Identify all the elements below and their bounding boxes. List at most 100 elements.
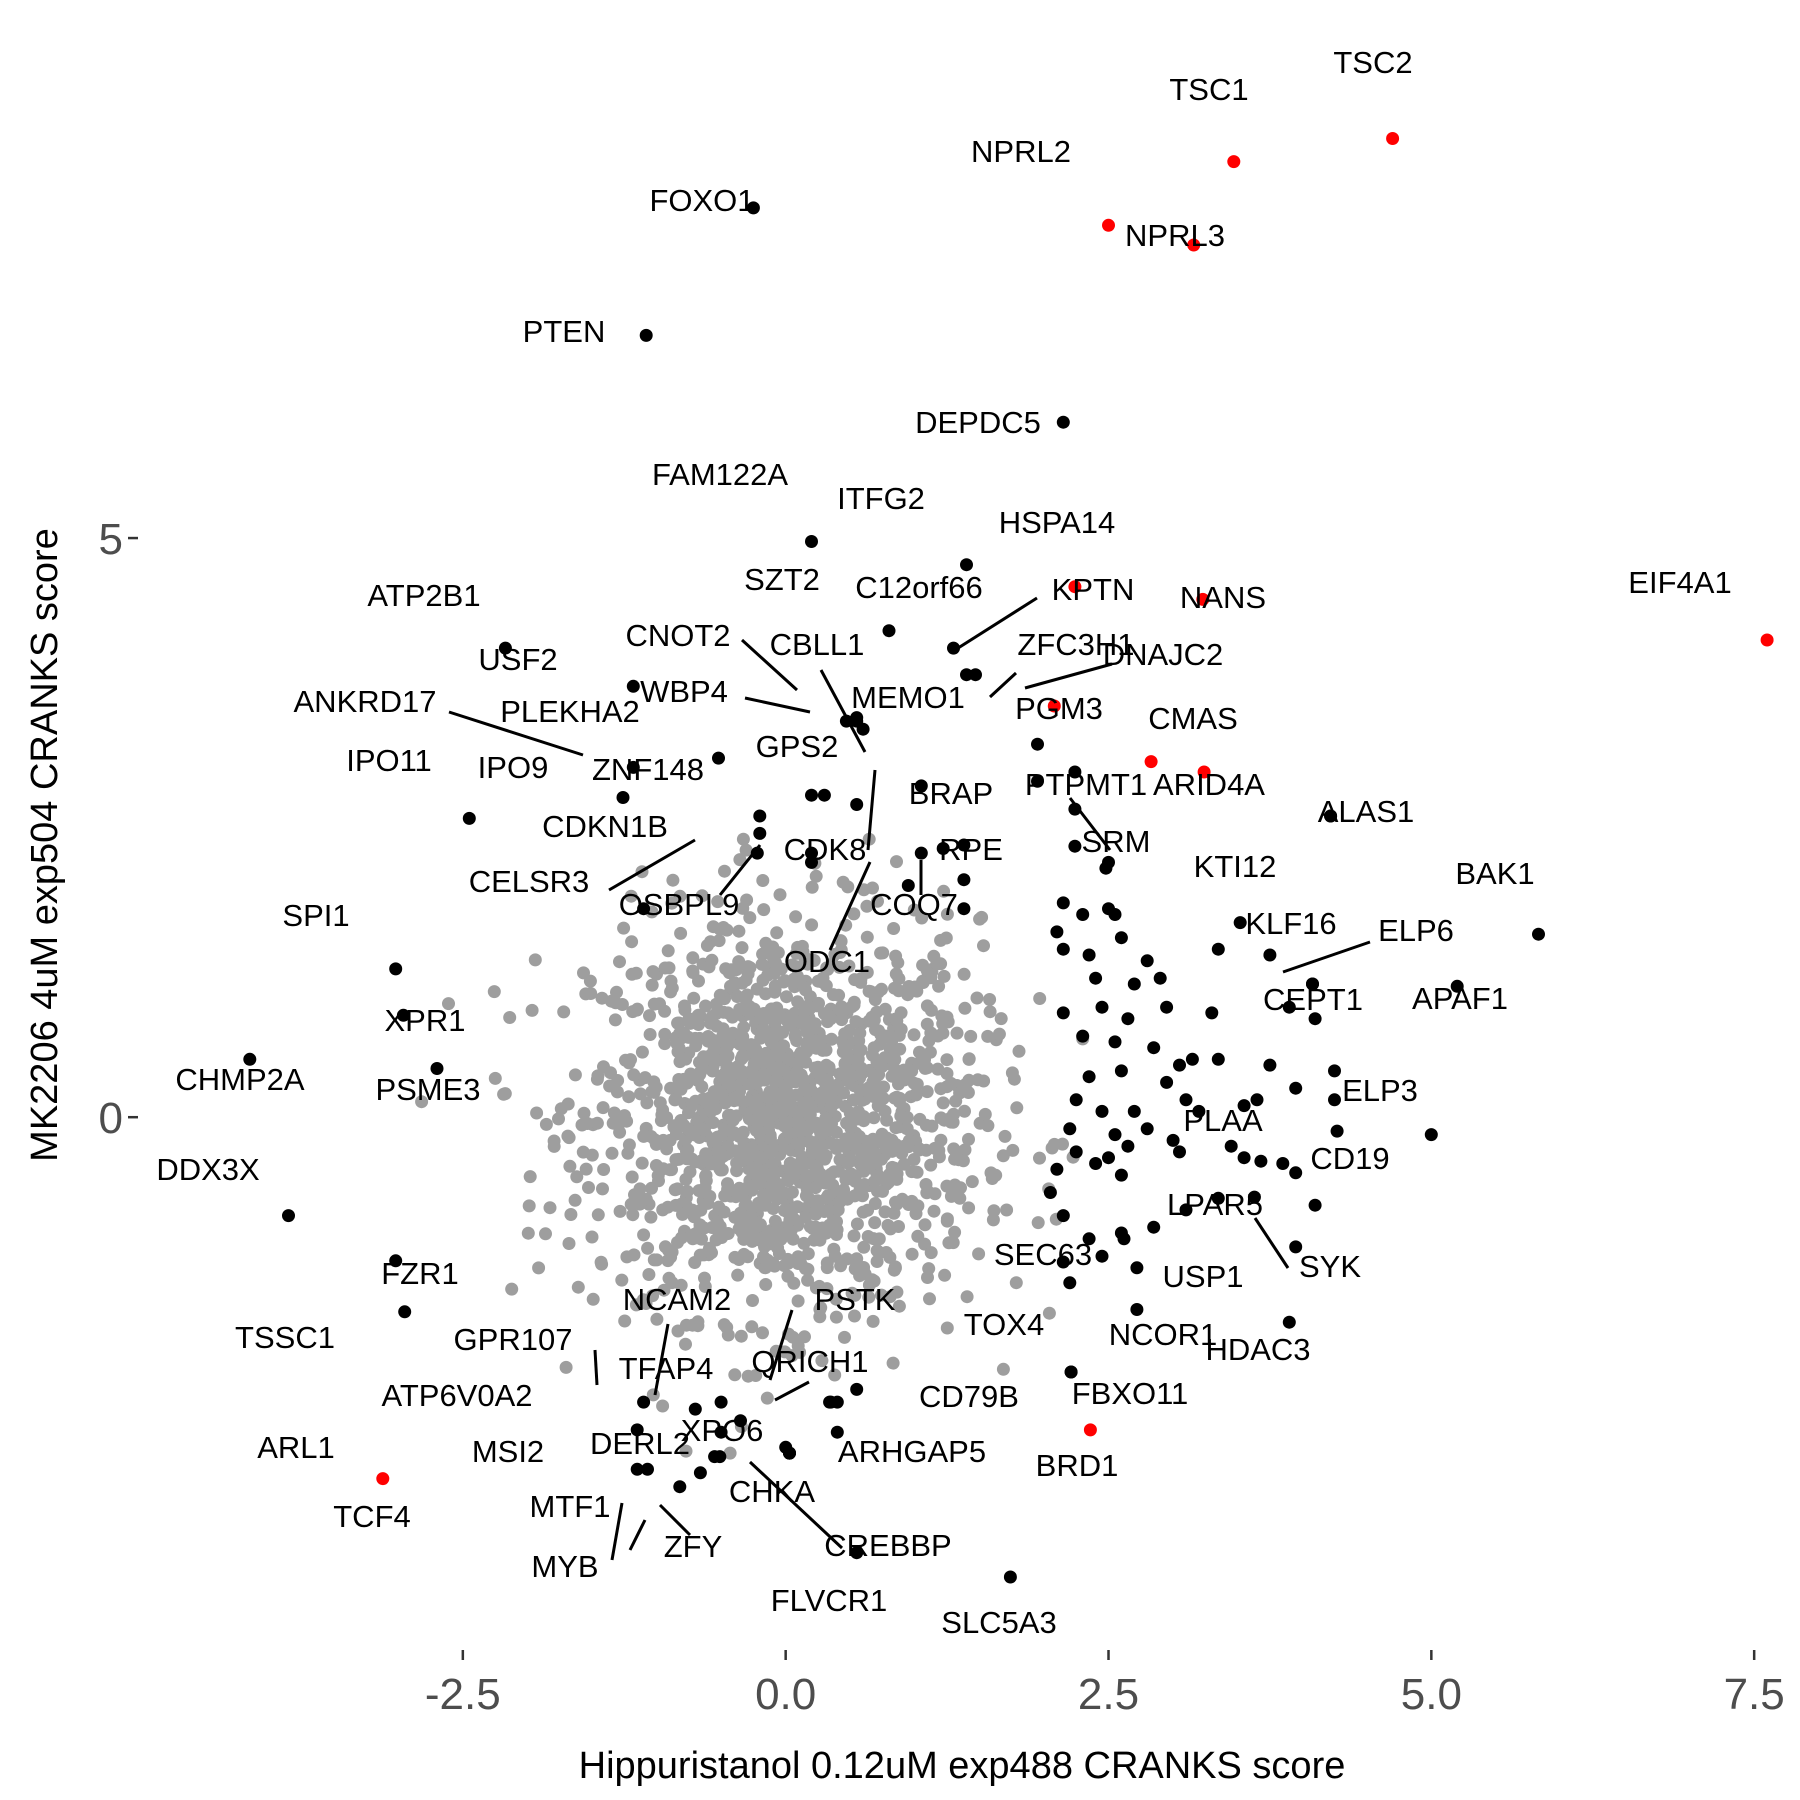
gene-point bbox=[1247, 1190, 1261, 1204]
background-point bbox=[734, 1216, 748, 1230]
background-point bbox=[868, 1197, 882, 1210]
background-point bbox=[596, 1182, 609, 1196]
background-point bbox=[940, 1321, 954, 1335]
gene-point bbox=[1076, 1029, 1090, 1043]
background-point bbox=[921, 1271, 934, 1284]
gene-label: PGM3 bbox=[1015, 691, 1103, 726]
background-point bbox=[852, 1130, 866, 1143]
background-point bbox=[654, 1114, 668, 1128]
gene-point bbox=[805, 846, 818, 860]
x-tick-label: 2.5 bbox=[1078, 1670, 1139, 1719]
background-point bbox=[642, 1268, 656, 1281]
gene-point bbox=[1276, 1157, 1290, 1170]
background-point bbox=[672, 1041, 686, 1055]
gene-label: KPTN bbox=[1052, 572, 1135, 607]
gene-label: SEC63 bbox=[994, 1237, 1092, 1272]
background-point bbox=[613, 955, 626, 969]
leader-line bbox=[658, 1503, 692, 1537]
background-point bbox=[539, 1117, 553, 1131]
gene-point bbox=[1063, 1122, 1077, 1136]
background-point bbox=[543, 1201, 557, 1215]
gene-point bbox=[1140, 1122, 1154, 1136]
background-point bbox=[916, 958, 930, 972]
background-point bbox=[734, 1329, 748, 1343]
gene-point bbox=[1324, 809, 1338, 823]
background-point bbox=[847, 907, 861, 921]
background-point bbox=[818, 1075, 831, 1089]
gene-label: EIF4A1 bbox=[1628, 565, 1731, 600]
gene-label: MSI2 bbox=[472, 1434, 544, 1469]
gene-point bbox=[1532, 927, 1545, 941]
background-point bbox=[730, 990, 744, 1003]
background-point bbox=[685, 1203, 699, 1217]
background-point bbox=[647, 1075, 661, 1089]
leader-line bbox=[653, 1323, 670, 1396]
background-point bbox=[883, 1290, 897, 1304]
background-point bbox=[744, 1208, 758, 1222]
background-point bbox=[686, 951, 700, 965]
background-point bbox=[759, 936, 773, 950]
background-point bbox=[596, 1101, 610, 1115]
background-point bbox=[918, 1061, 932, 1075]
gene-point bbox=[1031, 774, 1044, 788]
background-point bbox=[766, 1232, 780, 1246]
gene-point bbox=[805, 788, 818, 802]
background-point bbox=[778, 1345, 792, 1359]
background-point bbox=[530, 1106, 544, 1120]
background-point bbox=[663, 1133, 677, 1147]
background-point bbox=[983, 1005, 997, 1019]
background-point bbox=[613, 1204, 627, 1218]
background-point bbox=[671, 1324, 685, 1338]
highlighted-points bbox=[243, 132, 1774, 1584]
background-point bbox=[804, 1118, 818, 1132]
gene-point bbox=[1108, 1035, 1122, 1049]
background-point bbox=[902, 1134, 916, 1148]
background-point bbox=[691, 1315, 705, 1329]
gene-point bbox=[1224, 1139, 1238, 1153]
background-point bbox=[718, 992, 731, 1006]
background-point bbox=[893, 1042, 907, 1056]
gene-labels: TSC2 TSC1 NPRL2 NPRL3 FOXO1 PTEN DEPDC5 FAM122A… bbox=[156, 45, 1731, 1640]
gene-point bbox=[1166, 1133, 1180, 1147]
background-point bbox=[625, 1170, 639, 1184]
background-point bbox=[925, 1119, 939, 1133]
gene-point bbox=[1192, 1104, 1206, 1118]
background-point bbox=[822, 1009, 836, 1023]
background-point bbox=[936, 1096, 950, 1110]
background-point bbox=[742, 1227, 756, 1241]
background-point bbox=[720, 1028, 734, 1042]
gene-point bbox=[1082, 1070, 1096, 1084]
background-point bbox=[759, 1278, 773, 1291]
background-point bbox=[695, 1080, 709, 1094]
background-point bbox=[860, 899, 874, 913]
gene-point bbox=[626, 760, 640, 774]
background-point bbox=[848, 1288, 862, 1302]
gene-point bbox=[1102, 855, 1115, 869]
background-point bbox=[814, 1092, 828, 1106]
gene-point bbox=[1289, 1081, 1303, 1095]
background-point bbox=[842, 1064, 856, 1077]
background-point bbox=[787, 1166, 801, 1180]
gene-point bbox=[1760, 633, 1774, 647]
background-point bbox=[849, 1015, 863, 1029]
background-point bbox=[824, 1167, 838, 1181]
background-point bbox=[759, 1261, 773, 1275]
gene-label: FLVCR1 bbox=[771, 1583, 888, 1618]
background-point bbox=[820, 1261, 834, 1275]
background-point bbox=[756, 1326, 769, 1340]
background-point bbox=[791, 1137, 805, 1151]
background-point bbox=[645, 978, 659, 992]
gene-label: IPO9 bbox=[478, 750, 549, 785]
background-point bbox=[624, 1053, 637, 1067]
gene-point bbox=[1173, 1058, 1186, 1072]
background-point bbox=[636, 1293, 650, 1307]
background-point bbox=[782, 1126, 796, 1140]
background-points bbox=[415, 832, 1090, 1460]
background-point bbox=[745, 1320, 759, 1334]
background-point bbox=[622, 1138, 636, 1152]
background-point bbox=[872, 1057, 886, 1071]
gene-point bbox=[1108, 908, 1122, 921]
background-point bbox=[579, 1162, 593, 1176]
background-point bbox=[845, 1000, 859, 1014]
